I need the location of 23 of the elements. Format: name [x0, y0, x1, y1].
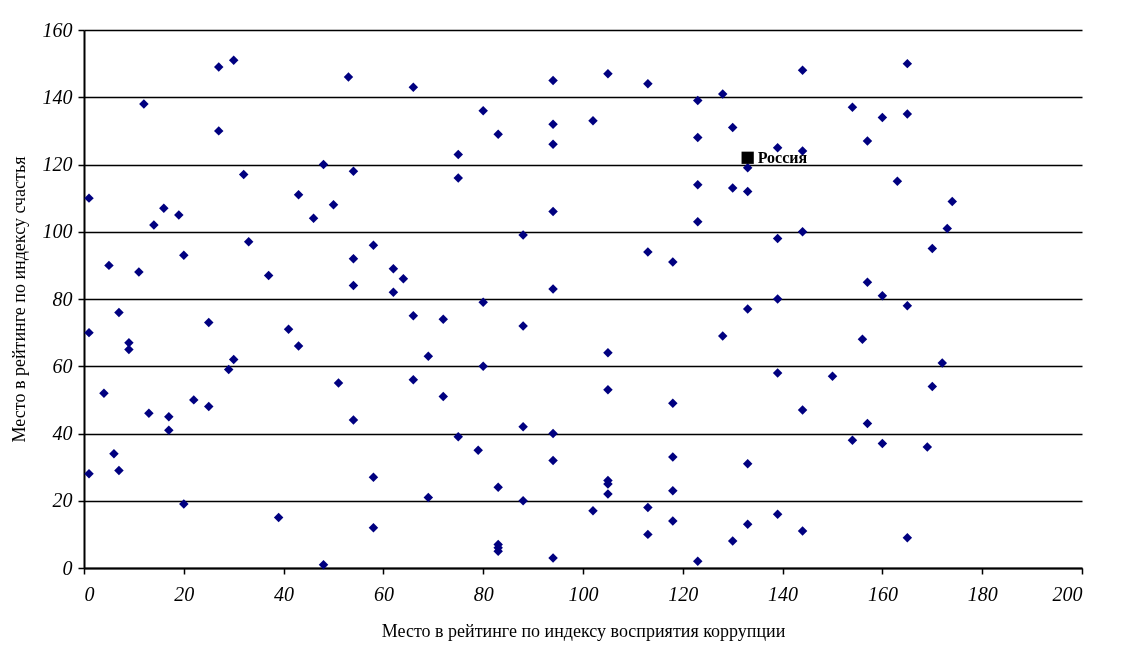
- y-tick-label: 60: [52, 354, 73, 377]
- x-tick-label: 160: [867, 582, 898, 605]
- y-tick-label: 80: [52, 287, 73, 310]
- y-tick-label: 140: [42, 85, 73, 108]
- x-axis-title: Место в рейтинге по индексу восприятия коррупции: [381, 620, 786, 641]
- y-tick-label: 120: [42, 153, 73, 175]
- x-tick-label: 180: [967, 582, 998, 605]
- y-tick-label: 0: [62, 556, 73, 579]
- x-tick-label: 20: [174, 582, 195, 605]
- x-tick-label: 0: [84, 582, 95, 605]
- x-tick-label: 80: [473, 582, 494, 605]
- y-tick-label: 20: [52, 489, 73, 512]
- x-tick-label: 140: [768, 582, 799, 605]
- y-axis-title: Место в рейтинге по индексу счастья: [8, 156, 29, 443]
- y-tick-label: 160: [42, 18, 73, 41]
- y-tick-label: 100: [42, 220, 73, 243]
- x-tick-label: 120: [668, 582, 699, 605]
- x-tick-label: 60: [373, 582, 394, 605]
- y-tick-label: 40: [52, 422, 73, 444]
- x-tick-label: 200: [1052, 582, 1083, 605]
- x-tick-label: 100: [568, 582, 599, 605]
- series-label: Россия: [757, 148, 808, 166]
- x-tick-label: 40: [274, 582, 295, 605]
